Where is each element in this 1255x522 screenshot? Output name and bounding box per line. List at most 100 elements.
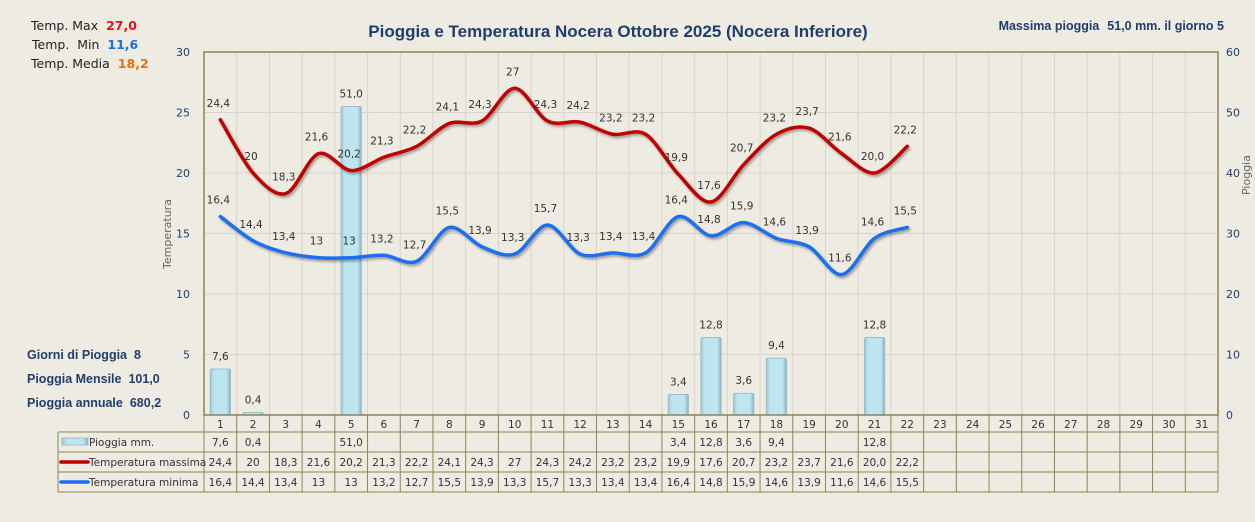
data-table: 1 2 3 4 5 6 7 8 9 10 11 12 13 14 15 16 17 18 19 20 21 22 23 24 2…	[57, 415, 1219, 493]
rain-bar	[209, 368, 231, 416]
x-category-label: 21	[868, 419, 881, 431]
x-category-label: 16	[704, 419, 718, 431]
tmax-data-label: 20,2	[337, 149, 360, 161]
temp-avg-label: Temp. Media	[30, 56, 110, 71]
rain-bar	[765, 357, 787, 416]
x-category-label: 26	[1031, 419, 1045, 431]
temp-max-label: Temp. Max	[30, 18, 98, 33]
table-cell: 21,6	[307, 457, 331, 469]
x-category-label: 3	[282, 419, 289, 431]
x-category-label: 13	[606, 419, 619, 431]
table-cell: 9,4	[768, 437, 785, 449]
table-cell: 15,5	[438, 477, 461, 489]
tmax-data-label: 24,3	[468, 99, 491, 111]
plot-frame	[203, 51, 1219, 416]
table-cell: 16,4	[667, 477, 691, 489]
rain-monthly-stat: Pioggia Mensile 101,0	[27, 372, 160, 386]
legend-rain-swatch	[61, 437, 89, 446]
y-tick-label: 5	[183, 349, 190, 362]
x-category-label: 11	[541, 419, 554, 431]
y-tick-label: 0	[183, 409, 190, 422]
rain-annual-label: Pioggia annuale	[27, 396, 123, 410]
table-cell: 13,9	[797, 477, 820, 489]
tmax-data-label: 24,4	[207, 98, 231, 110]
table-cell: 13,2	[372, 477, 395, 489]
x-category-label: 1	[217, 419, 224, 431]
table-cell: 14,6	[765, 477, 789, 489]
tmax-data-label: 20,7	[730, 143, 753, 155]
table-cell: 12,7	[405, 477, 428, 489]
table-cell: 20,0	[863, 457, 886, 469]
temp-max-stat: Temp. Max 27,0	[30, 18, 137, 33]
table-cell: 14,6	[863, 477, 887, 489]
temp-avg-stat: Temp. Media 18,2	[30, 56, 149, 71]
tmin-data-label: 16,4	[207, 195, 231, 207]
tmin-data-label: 13,4	[272, 231, 296, 243]
table-cell: 13	[345, 477, 358, 489]
y2-axis-title: Pioggia	[1240, 155, 1253, 195]
table-cell: 22,2	[896, 457, 919, 469]
legend-series-name: Temperatura minima	[88, 477, 198, 489]
table-cell: 24,3	[470, 457, 493, 469]
data-labels: 7,6 0,4 51,0 3,4 12,8 3,6 9,4 12,8 24,4 20 18,3 21,…	[207, 66, 917, 406]
tmax-data-label: 23,2	[632, 112, 655, 124]
rain-annual-value: 680,2	[130, 396, 161, 410]
legend-series-name: Temperatura massima	[88, 457, 206, 469]
tmin-data-label: 13,4	[599, 231, 623, 243]
tmax-data-label: 23,2	[599, 112, 622, 124]
table-cell: 15,5	[896, 477, 919, 489]
table-cell: 23,7	[797, 457, 820, 469]
rain-data-label: 12,8	[699, 320, 722, 332]
rain-data-label: 0,4	[245, 395, 262, 407]
table-cell: 13,4	[634, 477, 658, 489]
table-cell: 14,4	[241, 477, 265, 489]
table-cell: 20,7	[732, 457, 755, 469]
tmin-line	[218, 214, 910, 277]
x-category-label: 30	[1162, 419, 1175, 431]
rain-data-label: 3,6	[735, 375, 752, 387]
table-cell: 17,6	[699, 457, 723, 469]
x-category-label: 24	[966, 419, 980, 431]
rain-bars	[209, 106, 886, 416]
tmax-data-label: 23,2	[763, 112, 786, 124]
rain-annual-stat: Pioggia annuale 680,2	[27, 396, 161, 410]
y-tick-label: 25	[176, 107, 190, 120]
y-tick-label: 10	[176, 288, 190, 301]
rain-bar	[700, 337, 722, 416]
temp-avg-value: 18,2	[118, 56, 149, 71]
rain-data-label: 9,4	[768, 340, 785, 352]
table-cell: 0,4	[245, 437, 262, 449]
table-cell: 11,6	[830, 477, 854, 489]
y2-tick-label: 10	[1226, 349, 1240, 362]
y-tick-label: 15	[176, 228, 190, 241]
tmin-data-label: 13	[310, 236, 323, 248]
tmin-data-label: 14,8	[697, 214, 720, 226]
rain-bar	[667, 394, 689, 416]
temp-min-stat: Temp. Min 11,6	[31, 37, 139, 52]
table-cell: 12,8	[699, 437, 722, 449]
x-category-label: 18	[770, 419, 783, 431]
tmin-data-label: 13,3	[501, 232, 524, 244]
tmin-data-label: 12,7	[403, 239, 426, 251]
rain-bar	[733, 392, 755, 416]
table-cell: 21,3	[372, 457, 395, 469]
x-category-label: 7	[413, 419, 420, 431]
x-category-label: 23	[933, 419, 946, 431]
x-category-label: 31	[1195, 419, 1208, 431]
x-category-label: 20	[835, 419, 848, 431]
table-cell: 51,0	[339, 437, 362, 449]
rain-days-stat: Giorni di Pioggia 8	[27, 348, 141, 362]
table-cell: 19,9	[667, 457, 690, 469]
tmin-data-label: 13,2	[370, 233, 393, 245]
x-category-label: 28	[1097, 419, 1110, 431]
table-cell: 27	[508, 457, 521, 469]
x-category-label: 15	[672, 419, 685, 431]
temp-max-value: 27,0	[106, 18, 137, 33]
max-rain-value: 51,0 mm. il giorno 5	[1107, 19, 1224, 33]
table-cell: 13,3	[503, 477, 526, 489]
y2-tick-label: 20	[1226, 288, 1240, 301]
x-category-label: 25	[999, 419, 1012, 431]
tmin-data-label: 15,7	[534, 203, 557, 215]
table-cell: 13	[312, 477, 325, 489]
x-category-label: 12	[573, 419, 586, 431]
